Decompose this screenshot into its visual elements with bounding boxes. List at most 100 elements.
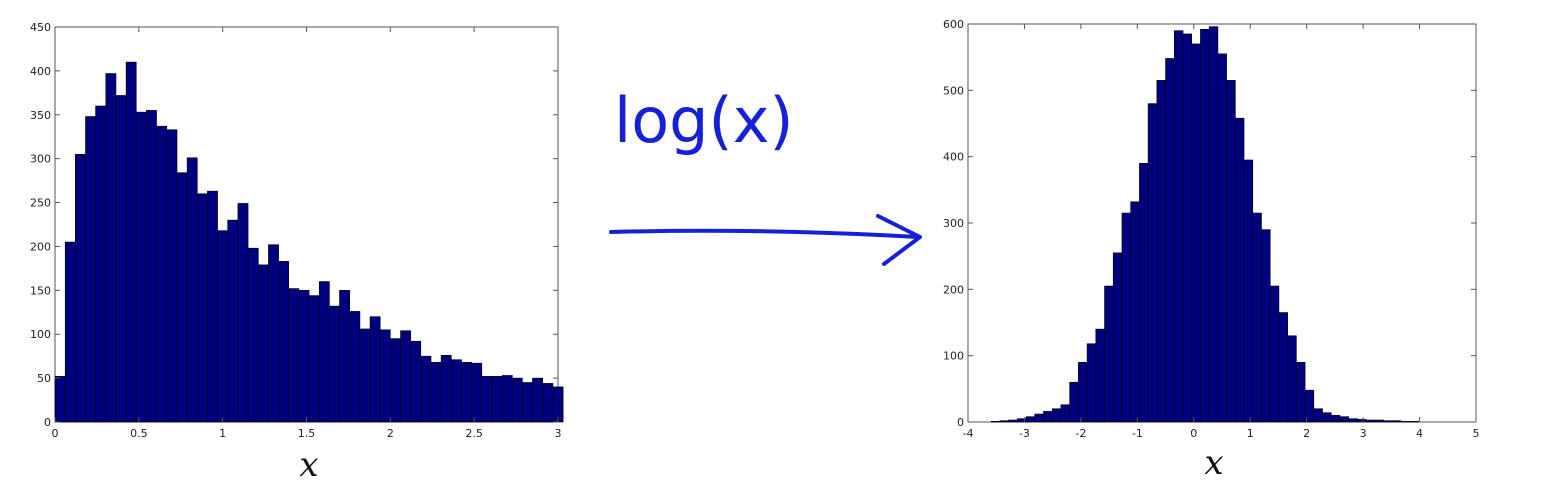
histogram-bar <box>1269 285 1280 423</box>
x-tick-label: 0 <box>1190 427 1197 440</box>
histogram-bar <box>186 157 198 423</box>
histogram-bar <box>217 230 229 423</box>
histogram-bar <box>491 376 503 423</box>
histogram-bar <box>511 377 523 423</box>
histogram-bar <box>288 288 300 423</box>
x-tick-label: 1 <box>219 427 226 440</box>
histogram-bar <box>1200 29 1210 423</box>
histogram-bar <box>1174 30 1184 423</box>
y-tick-label: 250 <box>30 197 51 210</box>
histogram-bar <box>1235 117 1245 423</box>
y-tick-label: 350 <box>30 109 51 122</box>
histogram-bar <box>542 383 554 423</box>
x-tick-label: 3 <box>555 427 562 440</box>
x-tick-label: -4 <box>963 427 974 440</box>
histogram-bar <box>1374 419 1384 423</box>
histogram-bar <box>1339 416 1349 423</box>
histogram-bar <box>146 110 157 423</box>
right-axis-ticks: -4 -3 -2 -1 0 1 2 3 4 5 0 100 200 300 400 500 600 <box>943 18 1480 440</box>
histogram-bar <box>1296 361 1306 423</box>
y-tick-label: 50 <box>37 372 51 385</box>
histogram-bar <box>461 362 472 423</box>
histogram-bar <box>390 338 401 423</box>
histogram-bar <box>166 129 178 423</box>
histogram-bar <box>440 354 452 423</box>
histogram-bar <box>1112 252 1123 423</box>
histogram-bar <box>207 190 218 423</box>
x-tick-label: 0 <box>52 427 59 440</box>
y-tick-label: 400 <box>943 151 964 164</box>
histogram-bar <box>1051 408 1062 423</box>
histogram-bar <box>349 311 361 423</box>
y-tick-label: 300 <box>943 217 964 230</box>
histogram-bar <box>1121 212 1131 423</box>
histogram-bar <box>268 244 279 423</box>
histogram-bar <box>1313 408 1323 423</box>
left-histogram: 0 0.5 1 1.5 2 2.5 3 0 50 100 150 200 250 300 350 400 450… <box>30 21 564 485</box>
histogram-bar <box>1278 312 1288 423</box>
histogram-bar <box>1252 212 1262 423</box>
histogram-bar <box>247 247 259 423</box>
histogram-bar <box>1165 58 1175 423</box>
y-tick-label: 0 <box>957 416 964 429</box>
x-tick-label: 2 <box>387 427 394 440</box>
histogram-bar <box>74 153 86 423</box>
y-tick-label: 150 <box>30 284 51 297</box>
x-tick-label: 4 <box>1416 427 1423 440</box>
histogram-bar <box>308 295 320 423</box>
arrow-icon <box>876 214 922 266</box>
x-tick-label: -2 <box>1075 427 1086 440</box>
histogram-bar <box>54 376 66 423</box>
histogram-bar <box>1104 285 1114 423</box>
histogram-bar <box>451 359 462 423</box>
histogram-bar <box>1208 26 1219 423</box>
y-tick-label: 100 <box>30 328 51 341</box>
histogram-bar <box>1008 419 1018 423</box>
histogram-bar <box>1156 80 1166 423</box>
histogram-bar <box>1357 419 1367 423</box>
x-tick-label: 1 <box>1247 427 1254 440</box>
histogram-bar <box>1383 420 1393 423</box>
histogram-bar <box>1330 415 1341 423</box>
y-tick-label: 200 <box>30 240 51 253</box>
histogram-bar <box>1130 201 1140 423</box>
histogram-bar <box>379 329 391 423</box>
histogram-bar <box>1139 163 1149 423</box>
histogram-bar <box>1060 404 1070 423</box>
x-tick-label: 0.5 <box>130 427 148 440</box>
histogram-bar <box>1095 328 1105 423</box>
histogram-bar <box>237 203 249 423</box>
histogram-bar <box>369 316 381 423</box>
histogram-bar <box>1078 361 1088 423</box>
histogram-bar <box>1304 389 1315 423</box>
histogram-bar <box>532 377 543 423</box>
x-tick-label: -3 <box>1019 427 1030 440</box>
histogram-bar <box>125 61 137 423</box>
histogram-bar <box>196 193 208 423</box>
x-tick-label: -1 <box>1132 427 1143 440</box>
histogram-bar <box>1034 413 1044 423</box>
histogram-bar <box>359 328 371 423</box>
histogram-bar <box>85 116 96 423</box>
histogram-bar <box>64 241 76 423</box>
y-tick-label: 200 <box>943 283 964 296</box>
histogram-bar <box>328 305 340 423</box>
y-tick-label: 450 <box>30 21 51 34</box>
histogram-bar <box>1322 412 1332 423</box>
right-histogram: -4 -3 -2 -1 0 1 2 3 4 5 0 100 200 300 400 500 600 x <box>943 18 1480 483</box>
histogram-bar <box>1348 418 1358 423</box>
histogram-bar <box>105 73 117 423</box>
histogram-bar <box>1025 416 1036 423</box>
histogram-bar <box>1069 381 1079 423</box>
histogram-bar <box>400 330 412 423</box>
histogram-bar <box>1191 43 1201 423</box>
histogram-bar <box>990 421 1001 423</box>
histogram-bar <box>1287 335 1297 423</box>
x-tick-label: 1.5 <box>298 427 316 440</box>
histogram-bar <box>1365 419 1376 423</box>
histogram-bar <box>501 375 513 423</box>
histogram-bar <box>339 290 350 423</box>
histogram-bar <box>156 125 168 423</box>
histogram-bar <box>471 362 483 423</box>
